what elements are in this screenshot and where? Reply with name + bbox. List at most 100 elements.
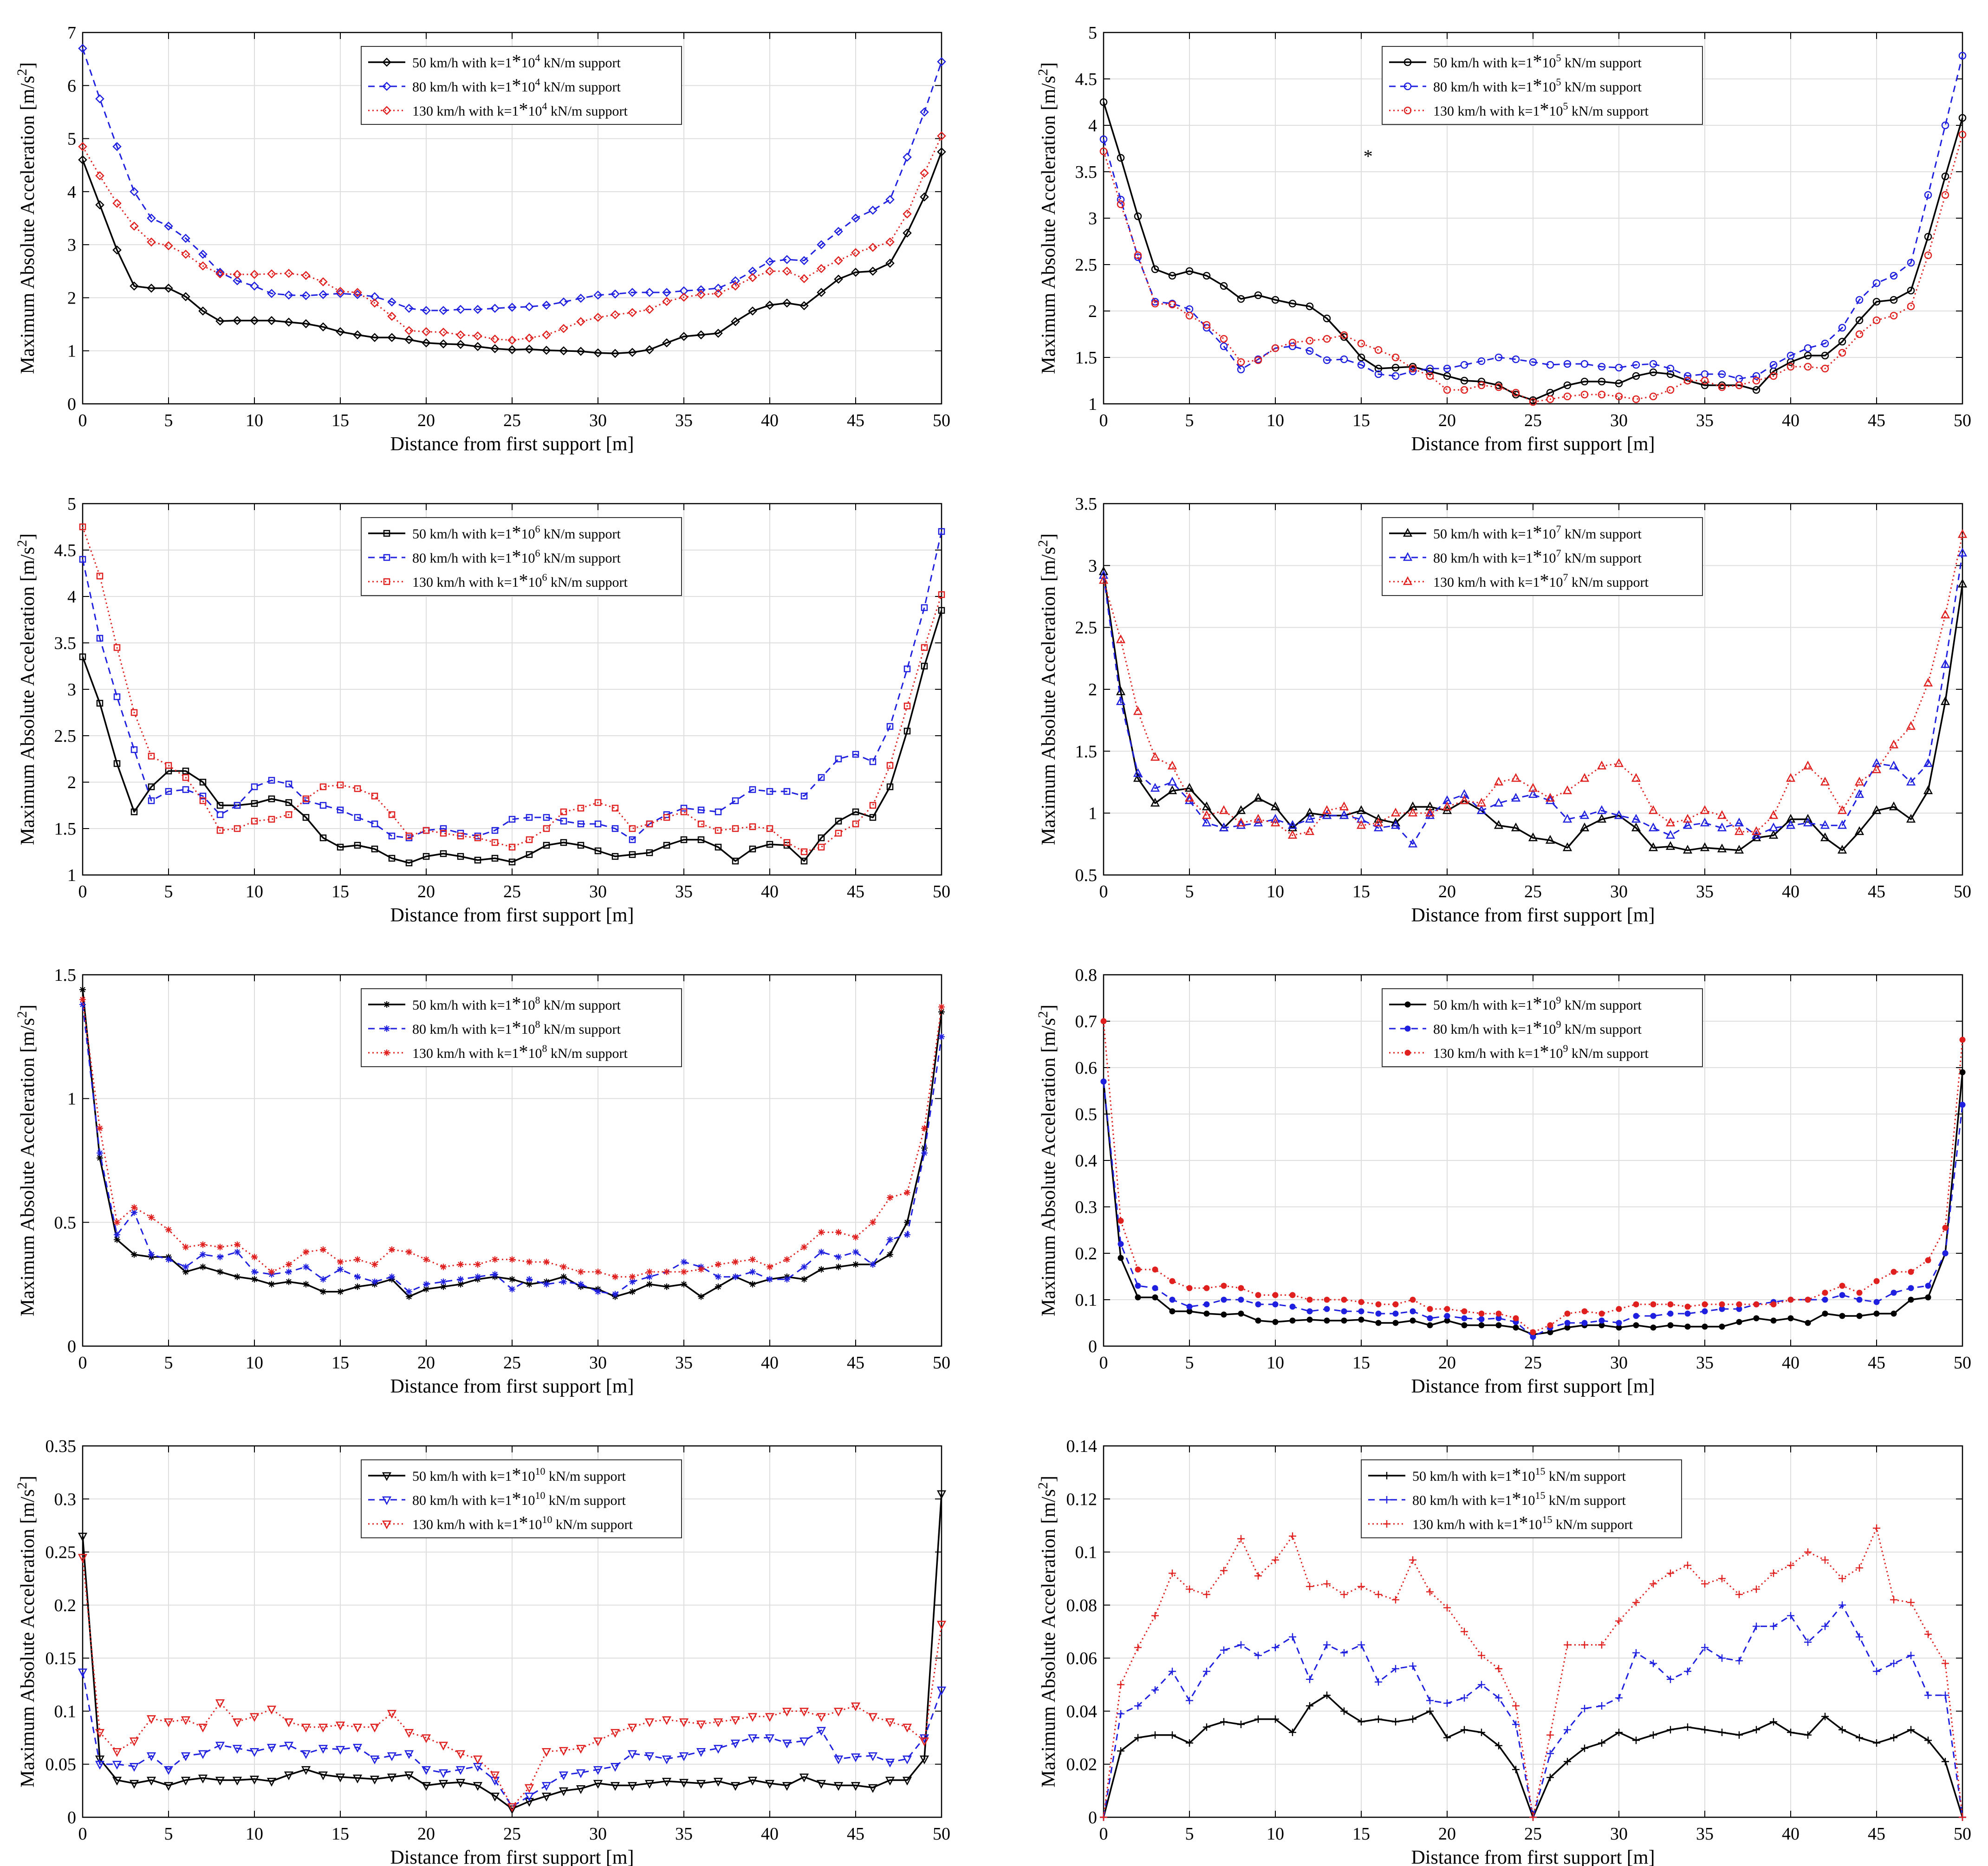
data-point bbox=[1272, 1556, 1279, 1564]
data-point bbox=[1373, 823, 1384, 831]
data-point bbox=[1700, 842, 1710, 851]
data-point bbox=[1374, 370, 1383, 378]
data-point bbox=[1339, 801, 1349, 810]
data-point bbox=[818, 834, 825, 842]
data-point bbox=[1941, 191, 1949, 199]
data-point bbox=[1410, 1317, 1416, 1324]
data-point bbox=[800, 848, 808, 855]
data-point bbox=[1701, 1580, 1709, 1588]
y-tick-label: 2 bbox=[67, 773, 76, 792]
x-tick-label: 25 bbox=[503, 882, 521, 901]
data-point bbox=[1787, 1296, 1794, 1303]
y-tick-label: 1 bbox=[67, 1089, 76, 1109]
data-point bbox=[473, 342, 482, 351]
data-point bbox=[1202, 817, 1212, 827]
data-point bbox=[354, 1256, 361, 1263]
data-point bbox=[835, 755, 842, 763]
x-tick-label: 15 bbox=[331, 1824, 349, 1844]
data-point bbox=[1100, 1078, 1107, 1085]
legend-label-star: * bbox=[519, 99, 528, 120]
data-point bbox=[1873, 1299, 1880, 1305]
data-point bbox=[456, 340, 465, 349]
x-tick-label: 10 bbox=[246, 882, 263, 901]
data-point bbox=[1169, 1296, 1176, 1303]
x-tick-label: 40 bbox=[761, 1353, 779, 1373]
data-point bbox=[1855, 330, 1864, 338]
data-point bbox=[1409, 1715, 1416, 1723]
data-point bbox=[1787, 1729, 1794, 1736]
y-tick-label: 0.1 bbox=[1075, 1543, 1098, 1562]
data-point bbox=[1528, 789, 1538, 798]
data-point bbox=[593, 290, 603, 300]
y-axis-label-end: ] bbox=[1038, 1476, 1059, 1482]
legend-label-star: * bbox=[519, 1041, 528, 1062]
y-tick-label: 2.5 bbox=[54, 726, 77, 746]
data-point bbox=[421, 1734, 431, 1743]
data-point bbox=[1633, 1301, 1639, 1308]
data-point bbox=[1375, 1678, 1382, 1686]
data-point bbox=[474, 1273, 481, 1280]
y-axis-label: Maximum Absolute Acceleration [m/s2] bbox=[1035, 533, 1059, 845]
legend-label-exponent: 9 bbox=[1556, 1018, 1561, 1030]
legend-label-star: * bbox=[1540, 99, 1549, 120]
y-tick-label: 0.5 bbox=[1075, 866, 1098, 885]
x-tick-label: 5 bbox=[1185, 1353, 1194, 1373]
data-point bbox=[1358, 1316, 1364, 1323]
data-point bbox=[354, 1283, 361, 1290]
x-tick-label: 10 bbox=[246, 1824, 263, 1844]
data-point bbox=[438, 1769, 448, 1778]
data-point bbox=[1856, 1289, 1863, 1296]
data-point bbox=[1305, 826, 1315, 835]
series-line bbox=[82, 136, 942, 341]
y-axis-label-sup: 2 bbox=[14, 1482, 30, 1489]
data-point bbox=[662, 288, 671, 297]
data-point bbox=[1236, 817, 1246, 827]
data-point bbox=[1529, 398, 1537, 406]
data-point bbox=[1306, 1675, 1313, 1683]
data-point bbox=[851, 267, 860, 277]
x-tick-label: 35 bbox=[675, 411, 693, 430]
data-point bbox=[543, 1258, 550, 1265]
data-point bbox=[627, 1750, 637, 1759]
data-point bbox=[284, 290, 293, 300]
data-point bbox=[371, 792, 378, 800]
data-point bbox=[286, 1261, 292, 1268]
data-point bbox=[1512, 1766, 1520, 1774]
legend-box bbox=[1382, 46, 1703, 125]
data-point bbox=[112, 199, 122, 208]
data-point bbox=[440, 825, 447, 832]
data-point bbox=[1719, 1301, 1725, 1308]
legend-label-star: * bbox=[1540, 1041, 1549, 1062]
data-point bbox=[920, 192, 929, 202]
data-point bbox=[1116, 634, 1126, 643]
data-point bbox=[354, 842, 361, 849]
data-point bbox=[1306, 1308, 1313, 1315]
data-point bbox=[165, 762, 172, 769]
data-point bbox=[749, 845, 756, 853]
data-point bbox=[233, 270, 242, 279]
data-point bbox=[1891, 1269, 1897, 1275]
legend-label-suffix: kN/m support bbox=[540, 998, 621, 1013]
data-point bbox=[439, 339, 448, 349]
data-point bbox=[113, 693, 121, 700]
y-axis-label-main: Maximum Absolute Acceleration [m/s bbox=[1038, 1489, 1059, 1788]
data-point bbox=[266, 1705, 277, 1715]
data-point bbox=[1358, 1641, 1365, 1649]
data-point bbox=[1237, 358, 1245, 366]
data-point bbox=[1957, 548, 1968, 557]
data-point bbox=[1822, 1310, 1828, 1317]
x-tick-label: 15 bbox=[1352, 1824, 1370, 1844]
data-point bbox=[782, 1739, 792, 1749]
data-point bbox=[1357, 339, 1365, 348]
legend-label-suffix: kN/m support bbox=[552, 1517, 633, 1532]
data-point bbox=[1908, 1285, 1914, 1291]
data-point bbox=[508, 816, 516, 823]
data-point bbox=[1117, 1218, 1124, 1224]
x-tick-label: 45 bbox=[1868, 1353, 1885, 1373]
series-line bbox=[82, 526, 942, 853]
x-tick-label: 25 bbox=[503, 411, 521, 430]
data-point bbox=[1957, 529, 1968, 538]
data-point bbox=[1890, 1734, 1897, 1742]
data-point bbox=[318, 1723, 328, 1733]
data-point bbox=[1495, 1742, 1502, 1749]
